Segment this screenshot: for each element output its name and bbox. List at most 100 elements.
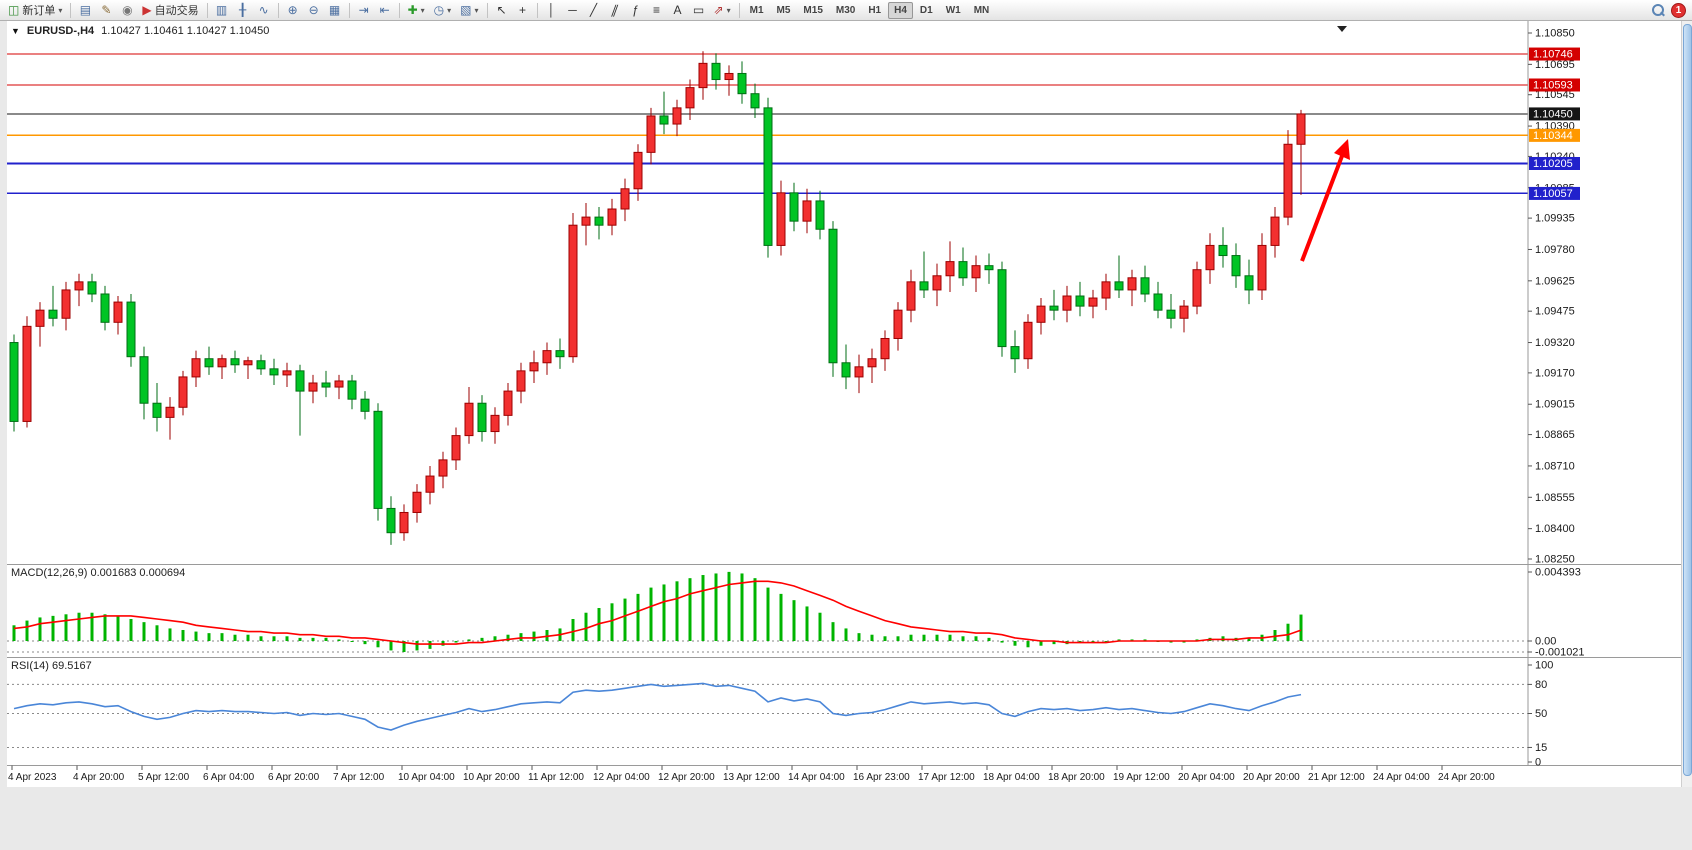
- zoom-out-button[interactable]: ⊖: [304, 1, 324, 19]
- crosshair-button[interactable]: +: [513, 1, 533, 19]
- macd-histogram-bar: [935, 634, 939, 641]
- timeframe-button-m15[interactable]: M15: [803, 4, 823, 16]
- candlestick-chart-button[interactable]: ╂: [233, 1, 253, 19]
- crosshair-icon: +: [519, 3, 527, 17]
- timeframe-button-m30[interactable]: M30: [835, 4, 856, 16]
- macd-histogram-bar: [402, 641, 406, 652]
- text-button[interactable]: A: [668, 1, 688, 19]
- macd-histogram-bar: [987, 637, 991, 641]
- templates-button[interactable]: ▧ ▾: [456, 1, 482, 19]
- candle-body: [945, 261, 955, 277]
- arrows-button[interactable]: ⇗ ▾: [710, 1, 735, 19]
- experts-button[interactable]: ◉: [117, 1, 137, 19]
- new-order-label: 新订单: [22, 5, 56, 17]
- indicators-button[interactable]: ✚ ▾: [404, 1, 429, 19]
- macd-histogram-bar: [662, 584, 666, 641]
- notification-badge[interactable]: 1: [1671, 2, 1686, 18]
- candle-body: [61, 289, 71, 319]
- profiles-button[interactable]: ▤: [75, 1, 95, 19]
- candle-body: [1023, 321, 1033, 360]
- macd-histogram-bar: [571, 619, 575, 641]
- macd-histogram-bar: [1000, 641, 1004, 643]
- scrollbar-thumb[interactable]: [1683, 24, 1692, 776]
- timeframe-button-d1[interactable]: D1: [919, 4, 933, 16]
- toolbar-separator: [277, 2, 279, 18]
- new-order-button[interactable]: ◫ 新订单 ▾: [4, 1, 66, 19]
- bar-chart-button[interactable]: ▥: [212, 1, 232, 19]
- timeframe-button-w1[interactable]: W1: [945, 4, 961, 16]
- trendline-icon: ╱: [589, 3, 598, 17]
- channel-button[interactable]: ∥: [605, 1, 625, 19]
- timeframe-button-mn[interactable]: MN: [973, 4, 990, 16]
- macd-indicator-label: MACD(12,26,9) 0.001683 0.000694: [11, 567, 186, 579]
- candle-body: [256, 360, 266, 370]
- candle-body: [438, 459, 448, 477]
- cycle-lines-button[interactable]: ≡: [647, 1, 667, 19]
- horizontal-line-button[interactable]: ─: [563, 1, 583, 19]
- candle-body: [659, 115, 669, 125]
- chevron-down-icon: ▾: [447, 5, 452, 15]
- macd-histogram-bar: [454, 641, 458, 643]
- macd-histogram-bar: [51, 615, 55, 641]
- chart-canvas[interactable]: 1.108501.106951.105451.103901.102401.100…: [7, 21, 1681, 787]
- timeframe-button-h4[interactable]: H4: [888, 1, 913, 19]
- candle-body: [906, 281, 916, 311]
- toolbar-separator: [70, 2, 72, 18]
- candle-body: [165, 406, 175, 418]
- trend-arrow-annotation[interactable]: [1300, 155, 1344, 262]
- macd-histogram-bar: [493, 636, 497, 641]
- chart-shift-button[interactable]: ⇤: [375, 1, 395, 19]
- trendline-button[interactable]: ╱: [584, 1, 604, 19]
- candle-body: [399, 511, 409, 534]
- price-level-badge: [1529, 156, 1580, 170]
- macd-scale-label: 0.00: [1535, 636, 1556, 648]
- macd-histogram-bar: [272, 636, 276, 641]
- toolbar-separator: [738, 2, 740, 18]
- macd-scale-label: 0.004393: [1535, 566, 1581, 578]
- rsi-scale-label: 50: [1535, 708, 1547, 720]
- candle-body: [386, 507, 396, 534]
- candle-body: [334, 380, 344, 388]
- candle-body: [763, 107, 773, 246]
- price-level-badge-text: 1.10057: [1533, 188, 1573, 200]
- candle-body: [880, 337, 890, 360]
- time-axis-label: 12 Apr 04:00: [593, 772, 650, 783]
- macd-histogram-bar: [376, 641, 380, 648]
- timeframe-button-h1[interactable]: H1: [868, 4, 882, 16]
- timeframe-button-m5[interactable]: M5: [776, 4, 791, 16]
- periods-button[interactable]: ◷ ▾: [430, 1, 456, 19]
- candle-body: [919, 281, 929, 291]
- time-axis-label: 4 Apr 2023: [8, 772, 57, 783]
- search-icon[interactable]: [1651, 3, 1665, 17]
- auto-scroll-button[interactable]: ⇥: [354, 1, 374, 19]
- time-axis-label: 14 Apr 04:00: [788, 772, 845, 783]
- macd-histogram-bar: [194, 631, 198, 641]
- zoom-in-button[interactable]: ⊕: [283, 1, 303, 19]
- tile-windows-icon: ▦: [328, 3, 341, 17]
- time-axis-label: 4 Apr 20:00: [73, 772, 125, 783]
- chart-window: ▼ EURUSD-,H4 1.10427 1.10461 1.10427 1.1…: [7, 21, 1681, 787]
- text-label-button[interactable]: ▭: [689, 1, 709, 19]
- one-click-trading-toggle[interactable]: ▼: [11, 26, 20, 36]
- tile-windows-button[interactable]: ▦: [325, 1, 345, 19]
- toolbar-right-group: 1: [1651, 2, 1688, 18]
- price-level-badge: [1529, 186, 1580, 200]
- candle-body: [373, 410, 383, 509]
- new-order-icon: ◫: [8, 3, 20, 17]
- candle-body: [893, 309, 903, 339]
- candle-body: [932, 275, 942, 291]
- candle-body: [1270, 216, 1280, 246]
- scripts-button[interactable]: ✎: [96, 1, 116, 19]
- line-chart-button[interactable]: ∿: [254, 1, 274, 19]
- fibonacci-button[interactable]: ƒ: [626, 1, 646, 19]
- time-axis-label: 24 Apr 04:00: [1373, 772, 1430, 783]
- vertical-line-button[interactable]: │: [542, 1, 562, 19]
- vertical-scrollbar: [1681, 21, 1692, 787]
- cursor-button[interactable]: ↖: [492, 1, 512, 19]
- time-axis-label: 12 Apr 20:00: [658, 772, 715, 783]
- cursor-icon: ↖: [496, 3, 507, 17]
- price-level-badge-text: 1.10593: [1533, 79, 1573, 91]
- timeframe-button-m1[interactable]: M1: [749, 4, 764, 16]
- candle-body: [685, 87, 695, 109]
- auto-trading-button[interactable]: ▶ 自动交易: [138, 1, 202, 19]
